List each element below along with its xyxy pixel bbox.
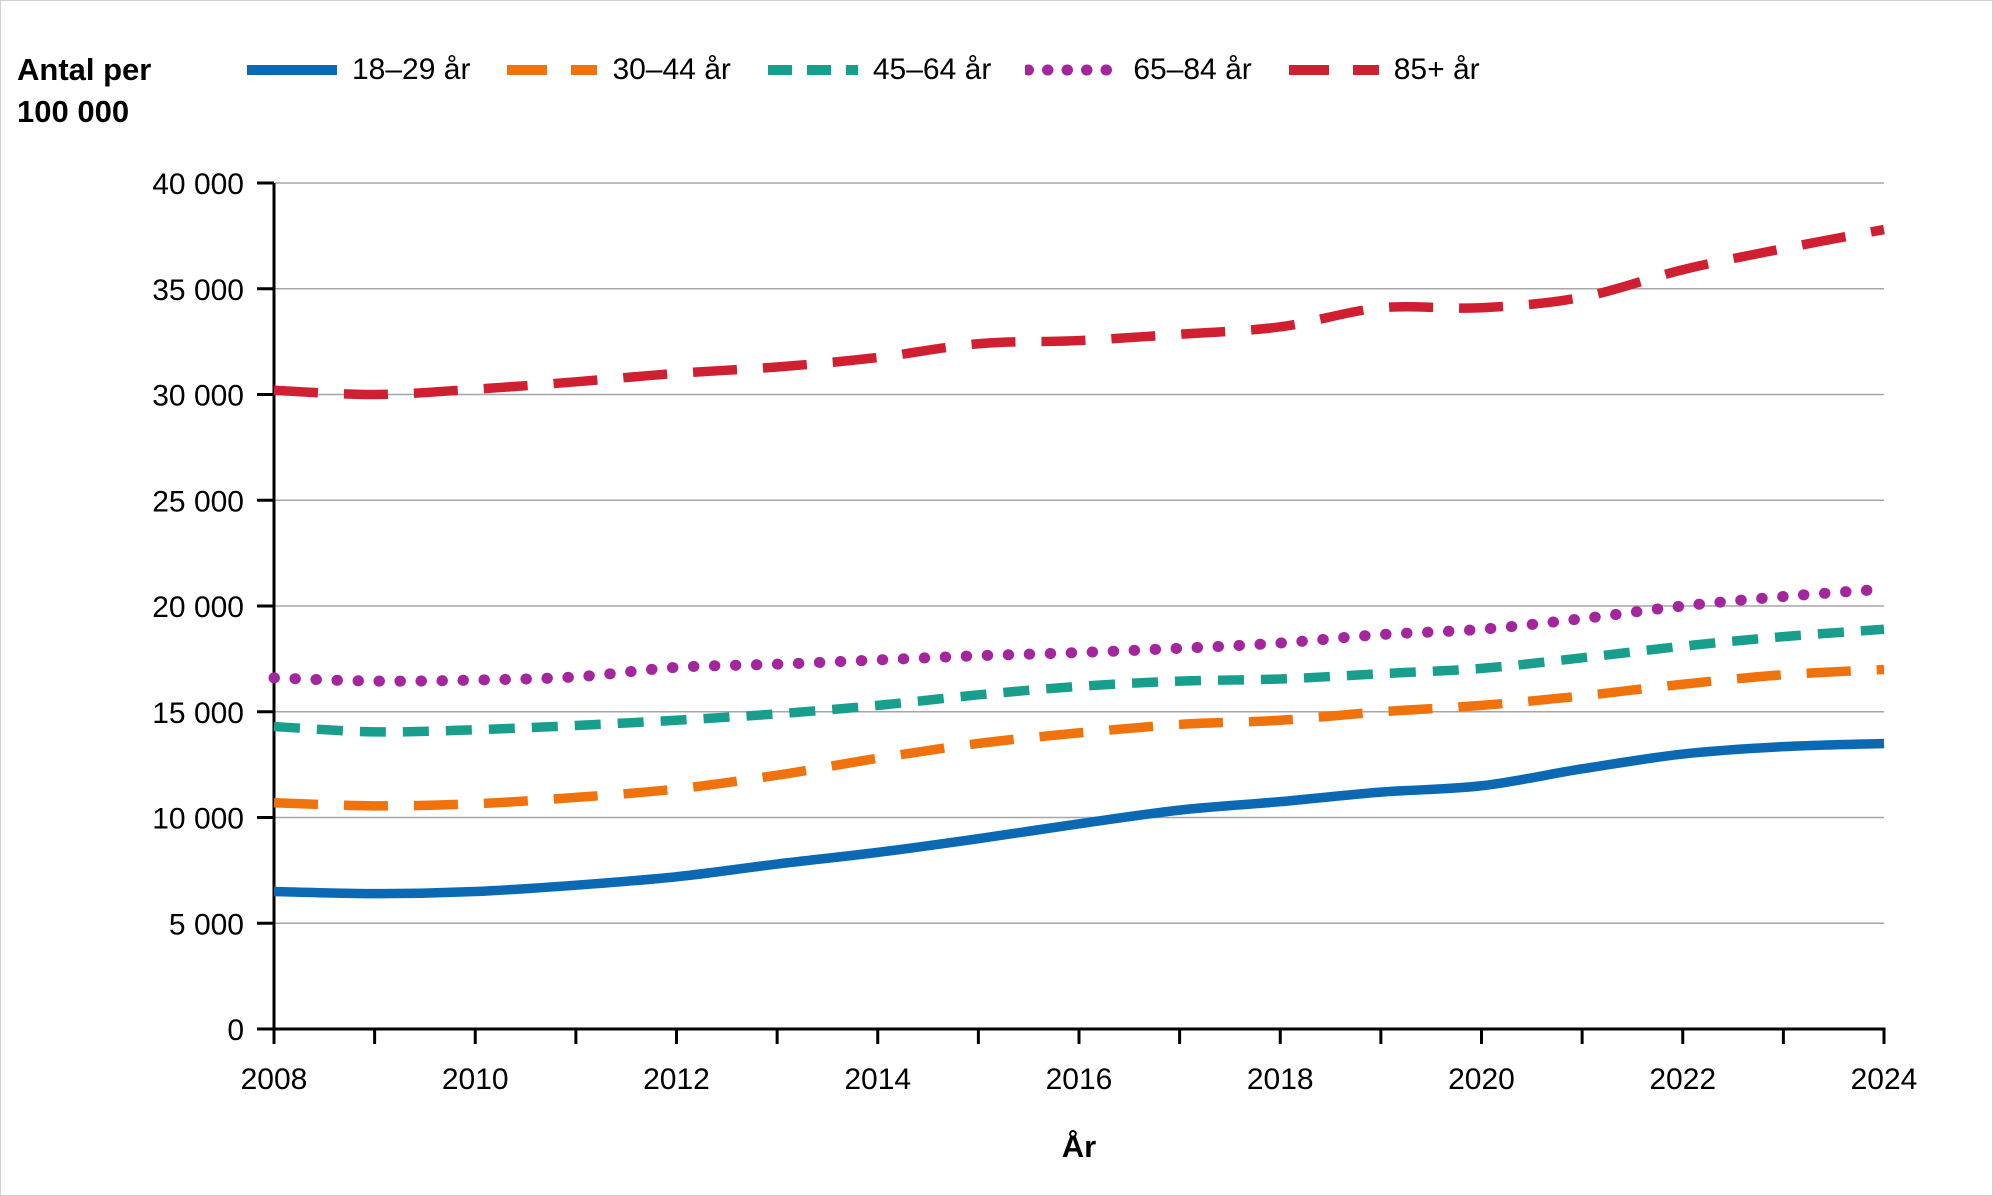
legend-label: 18–29 år <box>352 53 471 86</box>
y-tick-label: 5 000 <box>169 908 244 941</box>
y-tick-label: 35 000 <box>152 274 244 307</box>
y-tick-label: 30 000 <box>152 380 244 413</box>
series-line <box>268 583 1890 687</box>
x-axis-title: År <box>1061 1129 1097 1164</box>
legend-swatch-line <box>767 65 858 75</box>
y-tick-label: 15 000 <box>152 697 244 730</box>
y-axis-title: Antal per 100 000 <box>17 52 152 129</box>
legend-label: 45–64 år <box>872 53 992 86</box>
legend-item: 45–64 år <box>765 53 991 87</box>
legend-swatch-line <box>1288 65 1379 75</box>
x-tick-label: 2024 <box>1851 1063 1918 1096</box>
x-tick-label: 2020 <box>1448 1063 1515 1096</box>
legend-label: 30–44 år <box>612 53 731 86</box>
x-tick-label: 2018 <box>1247 1063 1314 1096</box>
x-tick-label: 2008 <box>241 1063 308 1096</box>
y-tick-label: 25 000 <box>152 485 244 518</box>
series-line <box>273 664 1885 811</box>
y-tick-label: 0 <box>227 1014 244 1047</box>
y-tick-label: 20 000 <box>152 591 244 624</box>
legend-swatch-line <box>247 65 337 75</box>
legend-swatch-line <box>507 65 598 75</box>
legend-item: 85+ år <box>1286 53 1480 87</box>
x-tick-label: 2016 <box>1046 1063 1113 1096</box>
legend-swatch-line <box>1025 64 1122 76</box>
series-line <box>273 738 1885 899</box>
legend-label: 65–84 år <box>1133 53 1252 86</box>
legend-item: 65–84 år <box>1025 53 1252 87</box>
x-tick-label: 2010 <box>442 1063 509 1096</box>
legend-label: 85+ år <box>1393 53 1480 86</box>
series-line <box>273 224 1885 400</box>
series-line <box>273 624 1885 737</box>
legend-item: 30–44 år <box>504 53 731 87</box>
x-tick-label: 2022 <box>1649 1063 1716 1096</box>
y-tick-label: 40 000 <box>152 168 244 201</box>
legend: 18–29 år 30–44 år 45–64 år 65–84 år 85+ år <box>244 53 1480 87</box>
legend-item: 18–29 år <box>244 53 470 87</box>
x-tick-label: 2014 <box>844 1063 911 1096</box>
y-tick-label: 10 000 <box>152 803 244 836</box>
x-tick-label: 2012 <box>643 1063 710 1096</box>
